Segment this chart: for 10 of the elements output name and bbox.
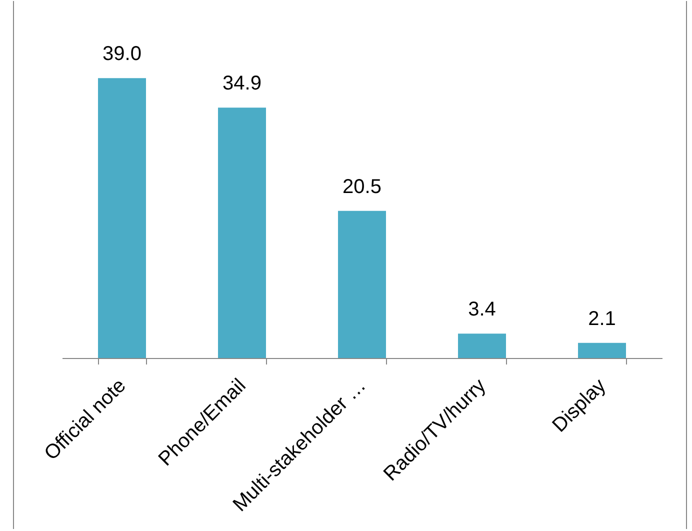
bar	[98, 78, 146, 358]
bar	[338, 210, 386, 358]
bar	[578, 342, 626, 358]
data-label: 20.5	[342, 176, 382, 198]
data-label: 3.4	[468, 298, 496, 321]
bar	[458, 334, 506, 358]
data-label: 2.1	[588, 308, 616, 330]
data-label: 39.0	[102, 43, 142, 66]
data-label: 34.9	[222, 72, 262, 95]
bar	[218, 108, 266, 358]
